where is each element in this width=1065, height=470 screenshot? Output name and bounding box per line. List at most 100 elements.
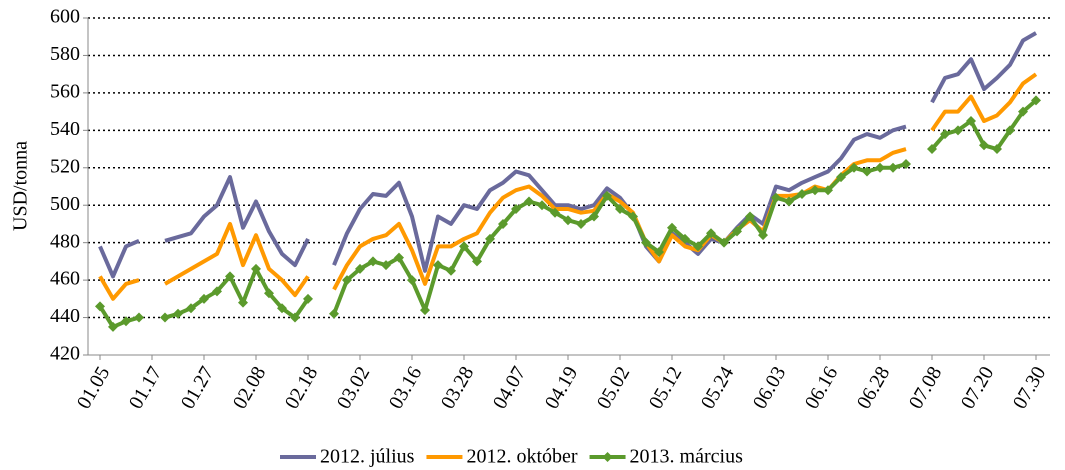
marker [329, 308, 339, 319]
y-tick-label: 480 [50, 230, 80, 252]
marker [849, 162, 859, 173]
marker [1005, 125, 1015, 136]
y-tick-label: 460 [50, 268, 80, 290]
marker [693, 241, 703, 252]
marker [1031, 95, 1041, 106]
marker [667, 222, 677, 233]
y-tick-label: 420 [50, 343, 80, 365]
x-tick-label: 01.27 [177, 363, 219, 413]
series-line [98, 31, 1037, 279]
x-tick-label: 06.28 [853, 363, 895, 413]
marker [719, 237, 729, 248]
marker [355, 263, 365, 274]
y-tick-label: 580 [50, 43, 80, 65]
marker [927, 144, 937, 155]
x-tick-label: 02.08 [229, 363, 271, 413]
x-tick-label: 03.16 [385, 363, 427, 413]
x-tick-label: 04.07 [489, 363, 531, 413]
legend-label: 2013. március [630, 446, 744, 468]
marker [628, 211, 638, 222]
x-tick-label: 07.30 [1009, 363, 1051, 413]
marker [121, 316, 131, 327]
marker [407, 275, 417, 286]
marker [576, 218, 586, 229]
marker [277, 303, 287, 314]
marker [108, 321, 118, 332]
marker [394, 252, 404, 263]
marker [472, 256, 482, 267]
x-tick-label: 03.28 [437, 363, 479, 413]
marker [563, 215, 573, 226]
marker [446, 265, 456, 276]
marker [953, 125, 963, 136]
marker [238, 297, 248, 308]
legend-label: 2012. július [320, 446, 415, 468]
marker [498, 218, 508, 229]
marker [303, 293, 313, 304]
marker [641, 237, 651, 248]
marker [706, 228, 716, 239]
y-tick-label: 520 [50, 155, 80, 177]
x-tick-label: 04.19 [541, 363, 583, 413]
marker [511, 203, 521, 214]
marker [264, 288, 274, 299]
marker [836, 172, 846, 183]
marker [537, 200, 547, 211]
marker [745, 211, 755, 222]
x-tick-label: 01.17 [125, 363, 167, 413]
x-tick-label: 03.02 [333, 363, 375, 413]
marker [732, 226, 742, 237]
x-tick-label: 01.05 [73, 363, 115, 413]
marker [550, 207, 560, 218]
marker [420, 305, 430, 316]
marker [186, 303, 196, 314]
y-tick-label: 500 [50, 193, 80, 215]
marker [160, 312, 170, 323]
marker [212, 286, 222, 297]
y-tick-label: 600 [50, 6, 80, 28]
marker [875, 162, 885, 173]
x-tick-label: 07.08 [905, 363, 947, 413]
marker [524, 196, 534, 207]
x-tick-label: 06.03 [749, 363, 791, 413]
y-tick-label: 440 [50, 305, 80, 327]
marker [134, 312, 144, 323]
marker [589, 211, 599, 222]
marker [615, 203, 625, 214]
marker [797, 188, 807, 199]
marker [381, 260, 391, 271]
y-tick-label: 560 [50, 80, 80, 102]
marker [771, 192, 781, 203]
x-tick-label: 02.18 [281, 363, 323, 413]
marker [758, 230, 768, 241]
x-tick-label: 05.12 [645, 363, 687, 413]
marker [251, 263, 261, 274]
x-tick-label: 07.20 [957, 363, 999, 413]
x-tick-label: 05.24 [697, 363, 739, 413]
marker [199, 293, 209, 304]
x-tick-label: 05.02 [593, 363, 635, 413]
legend-marker [602, 452, 613, 462]
marker [862, 166, 872, 177]
marker [225, 271, 235, 282]
marker [433, 260, 443, 271]
marker [173, 308, 183, 319]
marker [290, 312, 300, 323]
marker [888, 162, 898, 173]
y-tick-label: 540 [50, 118, 80, 140]
marker [992, 144, 1002, 155]
marker [823, 185, 833, 196]
marker [979, 140, 989, 151]
marker [485, 233, 495, 244]
marker [680, 233, 690, 244]
x-tick-label: 06.16 [801, 363, 843, 413]
marker [95, 301, 105, 312]
marker [901, 159, 911, 170]
marker [966, 115, 976, 126]
marker [342, 275, 352, 286]
legend-label: 2012. október [466, 446, 577, 468]
marker [459, 241, 469, 252]
marker [602, 190, 612, 201]
marker [368, 256, 378, 267]
